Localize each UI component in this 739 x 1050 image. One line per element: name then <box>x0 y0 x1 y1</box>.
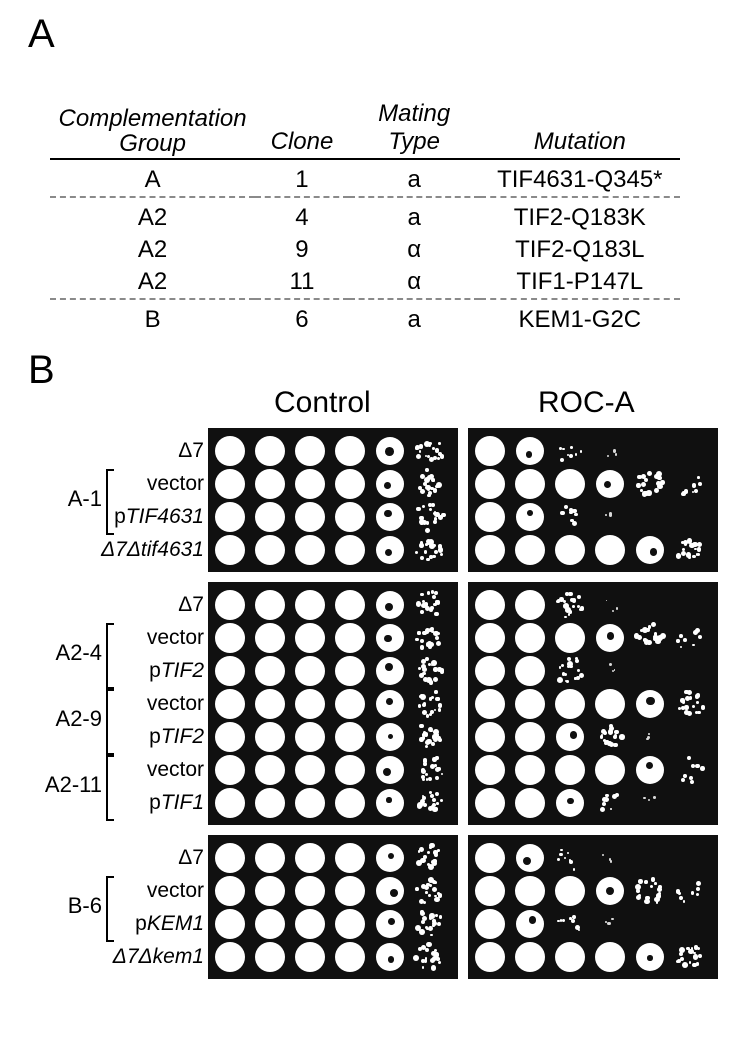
panel-a-table-wrap: Complementation Group Clone Mating Type … <box>50 100 680 336</box>
row-label: Δ7Δtif4631 <box>28 539 204 560</box>
spot-plate <box>208 428 458 572</box>
col-header-mutation: Mutation <box>480 100 680 159</box>
row-label: Δ7 <box>28 594 204 615</box>
spot-plate <box>208 582 458 825</box>
col-header-complementation-l1: Complementation <box>59 105 247 132</box>
group-bracket <box>106 623 114 689</box>
cell-mutation: TIF2-Q183K <box>480 202 680 234</box>
group-bracket <box>106 755 114 821</box>
spot-block <box>208 582 718 825</box>
row-label: Δ7Δkem1 <box>28 946 204 967</box>
panel-b-plates <box>208 428 718 989</box>
cell-mating: α <box>349 266 480 299</box>
col-header-complementation-l2: Group <box>119 130 186 157</box>
cell-mating: α <box>349 234 480 266</box>
col-header-mating: Mating Type <box>349 100 480 159</box>
table-row: A1aTIF4631-Q345* <box>50 164 680 197</box>
cell-clone: 4 <box>255 202 349 234</box>
figure: A Complementation Group Clone Mating Typ… <box>0 0 739 1050</box>
cell-group: A2 <box>50 202 255 234</box>
panel-a-letter: A <box>28 14 55 54</box>
spot-block <box>208 835 718 979</box>
cell-mutation: TIF4631-Q345* <box>480 164 680 197</box>
panel-b-letter: B <box>28 350 55 390</box>
table-row: A211αTIF1-P147L <box>50 266 680 299</box>
group-label: B-6 <box>34 895 102 917</box>
cell-clone: 6 <box>255 304 349 336</box>
cell-clone: 11 <box>255 266 349 299</box>
spot-plate <box>468 428 718 572</box>
table-row: A29αTIF2-Q183L <box>50 234 680 266</box>
row-label: Δ7 <box>28 847 204 868</box>
group-label: A2-4 <box>34 642 102 664</box>
group-bracket <box>106 689 114 755</box>
cell-group: A2 <box>50 234 255 266</box>
cell-group: A2 <box>50 266 255 299</box>
complementation-table: Complementation Group Clone Mating Type … <box>50 100 680 336</box>
cell-mating: a <box>349 304 480 336</box>
table-row: A24aTIF2-Q183K <box>50 202 680 234</box>
col-header-complementation: Complementation Group <box>50 100 255 159</box>
cell-mutation: TIF1-P147L <box>480 266 680 299</box>
spot-plate <box>208 835 458 979</box>
cell-mating: a <box>349 164 480 197</box>
cell-clone: 1 <box>255 164 349 197</box>
col-header-clone: Clone <box>255 100 349 159</box>
spot-plate <box>468 582 718 825</box>
group-label: A-1 <box>34 488 102 510</box>
group-label: A2-11 <box>34 774 102 796</box>
cell-mutation: TIF2-Q183L <box>480 234 680 266</box>
cell-group: A <box>50 164 255 197</box>
cell-clone: 9 <box>255 234 349 266</box>
group-bracket <box>106 469 114 535</box>
row-label: Δ7 <box>28 440 204 461</box>
condition-header-roca: ROC-A <box>538 386 635 420</box>
spot-block <box>208 428 718 572</box>
cell-group: B <box>50 304 255 336</box>
spot-plate <box>468 835 718 979</box>
cell-mutation: KEM1-G2C <box>480 304 680 336</box>
cell-mating: a <box>349 202 480 234</box>
condition-header-control: Control <box>274 386 371 420</box>
table-row: B6aKEM1-G2C <box>50 304 680 336</box>
group-bracket <box>106 876 114 942</box>
group-label: A2-9 <box>34 708 102 730</box>
